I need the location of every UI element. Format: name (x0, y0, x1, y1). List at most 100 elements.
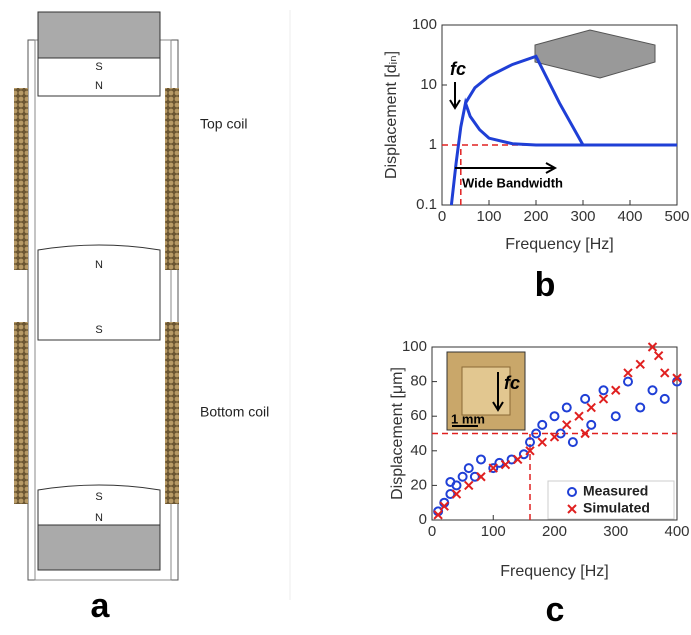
point (457, 471, 468, 482)
device-inset (534, 29, 656, 79)
x-tick-label: 400 (664, 523, 689, 540)
point (580, 393, 591, 404)
point (610, 411, 621, 422)
y-tick-label: 100 (402, 338, 427, 355)
point (586, 419, 597, 430)
legend-marker (567, 487, 577, 497)
arrow (455, 162, 558, 174)
arrow (449, 82, 461, 110)
x-tick-label: 100 (481, 523, 506, 540)
point (463, 463, 474, 474)
point (653, 350, 664, 361)
point (598, 385, 609, 396)
pole: N (95, 259, 103, 271)
point (506, 454, 517, 465)
pole: S (95, 324, 102, 336)
y-tick-label: 20 (410, 476, 427, 493)
bottom-magnet (37, 484, 161, 526)
coil-label: Top coil (200, 116, 247, 132)
y-tick-label: 0 (419, 511, 427, 528)
y-tick-label: 100 (412, 16, 437, 33)
legend-label: Measured (583, 483, 648, 499)
legend-marker (567, 504, 577, 514)
top-magnet (37, 57, 161, 97)
x-tick-label: 400 (617, 208, 642, 225)
point (433, 510, 443, 520)
point (537, 419, 548, 430)
point (500, 459, 511, 470)
y-tick-label: 1 (429, 136, 437, 153)
point (531, 428, 542, 439)
point (659, 393, 670, 404)
point (488, 463, 499, 474)
point (611, 385, 621, 395)
point (567, 437, 578, 448)
pole: S (95, 61, 102, 73)
point (623, 368, 633, 378)
point (660, 368, 670, 378)
y-tick-label: 0.1 (416, 196, 437, 213)
coil (165, 88, 179, 270)
point (488, 463, 498, 473)
plot-frame (441, 24, 678, 206)
x-tick-label: 200 (542, 523, 567, 540)
x-tick-label: 100 (476, 208, 501, 225)
panel-label: c (546, 591, 565, 629)
line (464, 54, 585, 146)
coil (165, 322, 179, 504)
point (469, 471, 480, 482)
legend-label: Simulated (583, 500, 650, 516)
point (439, 501, 449, 511)
point (549, 411, 560, 422)
point (574, 411, 584, 421)
x-axis-label: Frequency [Hz] (500, 563, 608, 580)
y-tick-label: 80 (410, 373, 427, 390)
x-tick-label: 0 (438, 208, 446, 225)
point (476, 472, 486, 482)
point (451, 489, 462, 499)
bottom-cap (37, 524, 161, 571)
arrow (492, 372, 504, 412)
point (537, 437, 547, 447)
y-tick-label: 10 (420, 76, 437, 93)
point (635, 359, 645, 370)
top-cap (37, 11, 161, 59)
point (476, 454, 486, 465)
panel-label: a (91, 587, 111, 625)
annotation: fc (450, 59, 466, 79)
line (449, 97, 677, 206)
x-tick-label: 300 (570, 208, 595, 225)
point (549, 432, 560, 442)
y-tick-label: 40 (410, 442, 427, 459)
point (562, 420, 572, 430)
y-axis-label: Displacement [dᵢₙ] (383, 51, 400, 179)
coil (14, 322, 28, 504)
x-tick-label: 500 (664, 208, 689, 225)
middle-magnet (37, 244, 161, 341)
annotation: fc (504, 373, 520, 393)
diagram: S N N S S N Top coil Bottom coil a (14, 10, 291, 625)
annotation: Wide Bandwidth (462, 175, 563, 190)
point (580, 428, 590, 439)
coil-label: Bottom coil (200, 404, 269, 420)
photo-inset-chip (461, 366, 511, 416)
pole: N (95, 512, 103, 524)
x-tick-label: 300 (603, 523, 628, 540)
point (586, 402, 596, 413)
point (647, 342, 658, 352)
annotation: 1 mm (451, 411, 485, 426)
panel-label: b (535, 266, 556, 304)
point (561, 402, 572, 413)
point (672, 373, 682, 383)
coil (14, 88, 28, 270)
point (445, 489, 456, 500)
point (525, 446, 535, 456)
point (525, 437, 535, 448)
point (623, 376, 633, 387)
point (635, 402, 646, 413)
point (598, 394, 609, 404)
pole: N (95, 80, 103, 92)
x-tick-label: 200 (523, 208, 548, 225)
point (647, 385, 658, 396)
